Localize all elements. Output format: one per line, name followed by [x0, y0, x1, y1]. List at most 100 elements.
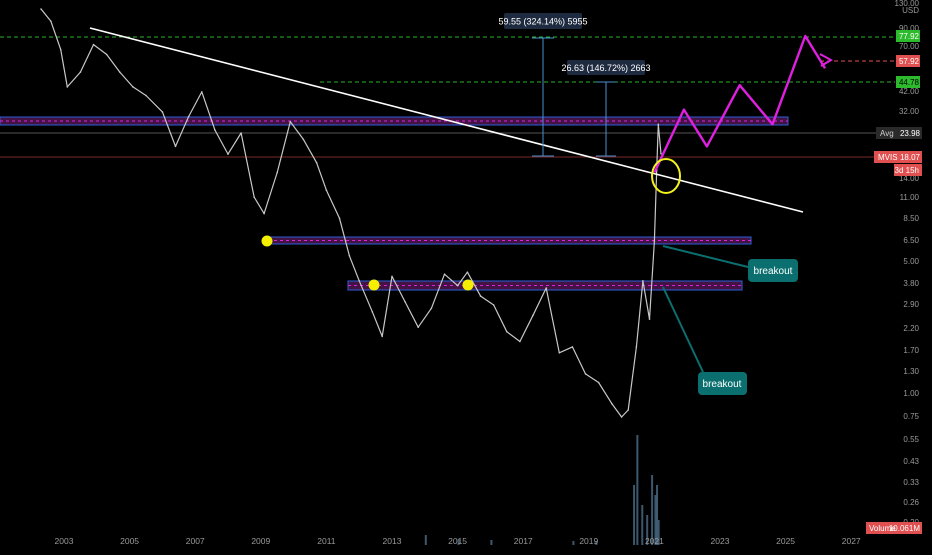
last-tag-symbol: MVIS: [878, 153, 898, 162]
volume-bar: [657, 520, 660, 545]
x-tick-label: 2007: [186, 536, 205, 546]
price-point: [59, 48, 62, 51]
price-point: [253, 196, 255, 198]
volume-bar: [595, 541, 598, 545]
price-point: [132, 86, 134, 88]
countdown-tag-label: 3d 15h: [895, 166, 919, 175]
y-tick-label: 1.30: [903, 367, 919, 376]
price-point: [584, 373, 587, 375]
volume-bar: [656, 485, 659, 545]
touch-point-dot: [261, 235, 273, 247]
trendline: [89, 27, 804, 213]
price-point: [479, 295, 482, 297]
avg-tag-box: [876, 127, 922, 139]
countdown-tag-box: [894, 164, 922, 176]
y-tick-label: 1.70: [903, 346, 919, 355]
x-tick-label: 2017: [514, 536, 533, 546]
price-point: [263, 212, 265, 215]
y-tick-label: 2.20: [903, 324, 919, 333]
x-tick-label: 2019: [579, 536, 598, 546]
callout-1-pointer: [662, 245, 749, 268]
price-point: [358, 280, 361, 282]
horizontal-levels: [0, 36, 895, 158]
price-tag-label: 57.92: [899, 57, 920, 66]
y-tick-label: 6.50: [903, 236, 919, 245]
x-tick-label: 2015: [448, 536, 467, 546]
price-point: [597, 381, 600, 384]
zone-upper: [0, 116, 789, 126]
y-tick-label: 42.00: [899, 87, 920, 96]
zone-lower: [347, 280, 743, 291]
price-point: [404, 301, 406, 303]
price-point: [145, 94, 147, 97]
x-tick-label: 2021: [645, 536, 664, 546]
price-point: [430, 307, 433, 310]
volume-bar: [654, 495, 657, 545]
price-tags: 77.92 57.92 44.78 Avg 23.98 MVIS 18.07 3d 15h Vo…: [866, 30, 922, 534]
x-tick-label: 2005: [120, 536, 139, 546]
support-resistance-zones: [0, 116, 789, 291]
breakout-circle: [651, 158, 681, 194]
price-point: [174, 145, 177, 148]
price-point: [161, 111, 164, 113]
price-tag-box: [896, 76, 920, 88]
price-point: [653, 240, 656, 242]
price-point: [627, 409, 629, 411]
avg-tag-value: 23.98: [900, 129, 921, 138]
price-point: [66, 86, 69, 88]
volume-bar: [572, 541, 575, 545]
price-point: [92, 43, 95, 46]
price-point: [381, 335, 384, 338]
price-point: [50, 20, 52, 23]
touch-point-dot: [462, 279, 474, 291]
callout-1-box: [748, 259, 798, 282]
x-tick-label: 2003: [55, 536, 74, 546]
price-point: [466, 271, 469, 274]
price-point: [40, 8, 42, 10]
price-point: [642, 280, 644, 282]
touch-point-dot: [368, 279, 380, 291]
price-line: [40, 8, 662, 418]
price-point: [635, 346, 638, 348]
y-tick-label: 14.00: [899, 174, 920, 183]
volume-bar: [641, 505, 644, 545]
y-tick-label: 1.00: [903, 389, 919, 398]
price-point: [506, 330, 508, 333]
y-tick-label: 90.00: [899, 24, 920, 33]
x-tick-label: 2027: [842, 536, 861, 546]
price-point: [201, 91, 203, 93]
price-point: [443, 273, 446, 276]
currency-label: USD: [902, 6, 919, 15]
x-tick-label: 2025: [776, 536, 795, 546]
price-point: [660, 153, 662, 155]
price-point: [545, 287, 547, 289]
price-point: [79, 71, 82, 73]
price-tag-label: 44.78: [899, 78, 920, 87]
volume-bars: [424, 435, 660, 545]
price-point: [620, 416, 623, 418]
time-axis: 2003 2005 2007 2009 2011 2013 2015 2017 2019 2021…: [55, 536, 861, 546]
x-tick-label: 2009: [251, 536, 270, 546]
x-tick-label: 2011: [317, 536, 336, 546]
x-tick-label: 2023: [711, 536, 730, 546]
measure-1-label-box: [504, 13, 582, 29]
callout-2-box: [698, 372, 747, 395]
last-tag-value: 18.07: [900, 153, 921, 162]
price-point: [348, 255, 351, 257]
price-series: [40, 8, 662, 418]
price-tag-label: 77.92: [899, 32, 920, 41]
price-point: [532, 314, 534, 317]
price-point: [417, 326, 420, 329]
price-point: [456, 284, 459, 287]
y-tick-label: 70.00: [899, 42, 920, 51]
price-point: [105, 53, 108, 56]
price-point: [187, 115, 190, 118]
price-point: [338, 217, 341, 220]
callout-2-pointer: [662, 286, 704, 373]
price-point: [315, 161, 318, 164]
price-point: [492, 304, 495, 306]
y-tick-label: 32.00: [899, 107, 920, 116]
price-tag-box: [896, 55, 920, 67]
